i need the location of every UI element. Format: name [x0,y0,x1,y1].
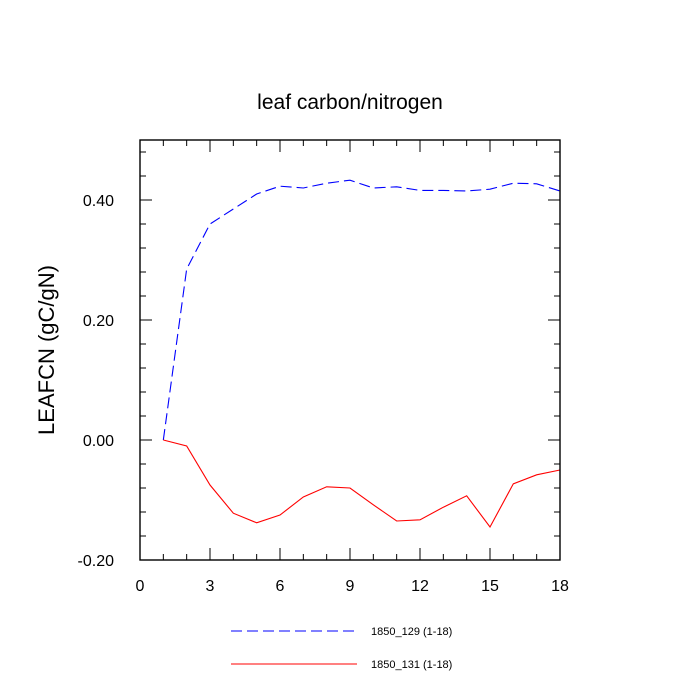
x-tick-label: 6 [276,578,285,595]
legend: 1850_129 (1-18) 1850_131 (1-18) [231,626,452,671]
x-tick-label: 15 [481,578,499,595]
series-line-1 [162,179,561,441]
y-tick-label: 0.00 [83,433,114,450]
series-layer [162,179,561,529]
y-tick-label: 0.40 [83,193,114,210]
x-tick-label: 3 [206,578,215,595]
legend-label-1: 1850_129 (1-18) [371,626,452,638]
plot-frame [139,139,561,561]
tick-labels: 0 3 6 9 12 15 18 -0.20 0.00 0.20 0.40 [78,193,569,595]
y-tick-label: 0.20 [83,313,114,330]
x-tick-label: 0 [136,578,145,595]
y-axis-label: LEAFCN (gC/gN) [34,265,59,435]
axis-ticks [139,140,561,561]
x-tick-label: 9 [346,578,355,595]
chart-title: leaf carbon/nitrogen [257,91,443,114]
y-tick-label: -0.20 [78,553,115,570]
series-line-2 [163,439,561,529]
x-tick-label: 12 [411,578,429,595]
x-tick-label: 18 [551,578,569,595]
legend-label-2: 1850_131 (1-18) [371,659,452,671]
